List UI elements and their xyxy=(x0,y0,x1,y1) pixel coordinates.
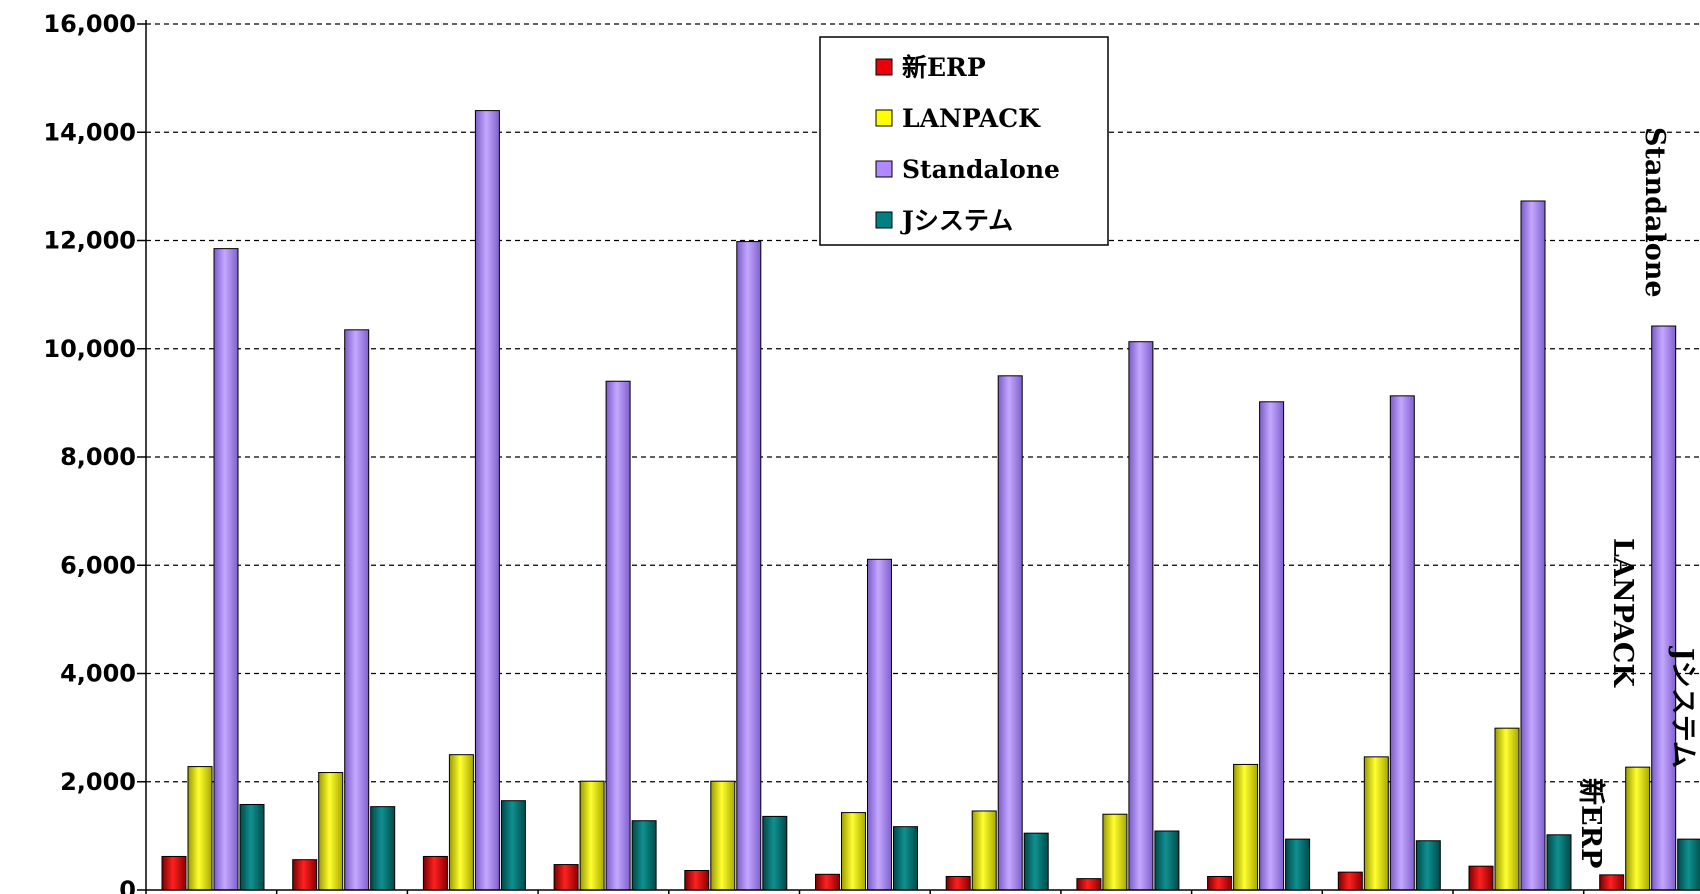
bar-series-2-category-9 xyxy=(1389,395,1415,891)
y-tick-label: 10,000 xyxy=(43,335,136,363)
y-tick-label: 6,000 xyxy=(60,551,136,579)
bar-series-2-category-0 xyxy=(213,248,239,891)
bar-series-0-category-7 xyxy=(1076,878,1102,891)
bar-series-0-category-4 xyxy=(684,870,710,891)
bar-series-2-category-5 xyxy=(867,558,892,891)
series-label-standalone: Standalone xyxy=(1639,127,1670,298)
bar-series-2-category-1 xyxy=(344,329,370,891)
y-tick-label: 8,000 xyxy=(60,443,136,471)
bar-series-1-category-2 xyxy=(448,754,474,891)
legend-entry-3: Jシステム xyxy=(900,206,1013,235)
bar-series-0-category-6 xyxy=(945,875,971,891)
bar-series-3-category-8 xyxy=(1285,838,1311,891)
bar-series-3-category-10 xyxy=(1546,834,1572,891)
bar-series-2-category-4 xyxy=(736,241,762,891)
bar-series-1-category-11 xyxy=(1625,766,1651,891)
bar-series-0-category-1 xyxy=(292,859,318,891)
bar-series-2-category-7 xyxy=(1128,341,1154,891)
bar-series-3-category-1 xyxy=(370,806,396,891)
bar-series-1-category-3 xyxy=(579,780,605,891)
y-tick-label: 12,000 xyxy=(43,227,136,255)
bar-series-1-category-9 xyxy=(1363,756,1389,891)
bar-series-3-category-6 xyxy=(1023,832,1049,891)
legend-entry-2: Standalone xyxy=(902,155,1060,184)
bar-series-0-category-0 xyxy=(161,855,187,891)
bar-series-0-category-10 xyxy=(1468,865,1494,891)
bar-series-0-category-3 xyxy=(553,864,579,891)
bar-series-0-category-11 xyxy=(1599,874,1625,891)
bar-series-0-category-9 xyxy=(1337,871,1363,891)
bar-series-3-category-0 xyxy=(239,803,265,891)
bar-series-1-category-0 xyxy=(187,766,213,891)
bars xyxy=(161,110,1700,891)
y-tick-label: 0 xyxy=(119,876,136,894)
bar-series-3-category-2 xyxy=(500,800,526,891)
legend-entry-0: 新ERP xyxy=(902,53,986,82)
legend-box xyxy=(819,36,1109,246)
bar-series-0-category-2 xyxy=(422,855,448,891)
y-axis-ticks: 0 2,000 4,000 6,000 8,000 10,000 12,000 14,000 1… xyxy=(43,10,146,894)
bar-series-3-category-3 xyxy=(631,820,657,891)
bar-series-1-category-10 xyxy=(1494,727,1520,891)
legend-swatch-3 xyxy=(875,211,893,229)
legend: 新ERP LANPACK Standalone Jシステム xyxy=(819,36,1109,246)
bar-series-2-category-6 xyxy=(997,375,1023,891)
bar-series-0-category-5 xyxy=(815,873,840,891)
bar-series-2-category-3 xyxy=(605,380,631,891)
legend-swatch-0 xyxy=(875,58,893,76)
bar-series-1-category-1 xyxy=(318,772,344,891)
bar-series-2-category-10 xyxy=(1520,200,1546,891)
bar-series-0-category-8 xyxy=(1207,875,1233,891)
bar-series-2-category-8 xyxy=(1259,401,1285,891)
bar-series-1-category-7 xyxy=(1102,813,1128,891)
bar-series-3-category-5 xyxy=(893,826,918,891)
bar-series-3-category-7 xyxy=(1154,830,1180,891)
bar-series-1-category-6 xyxy=(971,810,997,891)
bar-series-1-category-4 xyxy=(710,780,736,891)
series-label-lanpack: LANPACK xyxy=(1607,538,1638,688)
legend-swatch-2 xyxy=(875,160,893,178)
series-label-jsystem: Jシステム xyxy=(1667,646,1698,768)
y-tick-label: 2,000 xyxy=(60,768,136,796)
legend-entry-1: LANPACK xyxy=(902,104,1041,133)
series-labels: Standalone LANPACK Jシステム 新ERP xyxy=(1575,127,1698,868)
y-tick-label: 4,000 xyxy=(60,660,136,688)
bar-series-2-category-11 xyxy=(1651,325,1677,891)
series-label-new-erp: 新ERP xyxy=(1575,778,1607,868)
legend-swatch-1 xyxy=(875,109,893,127)
axes xyxy=(145,20,1700,894)
y-tick-label: 16,000 xyxy=(43,10,136,38)
bar-series-1-category-5 xyxy=(841,812,866,891)
bar-series-1-category-8 xyxy=(1233,763,1259,891)
y-tick-label: 14,000 xyxy=(43,118,136,146)
bar-series-2-category-2 xyxy=(474,110,500,891)
bar-series-3-category-4 xyxy=(762,815,788,891)
bar-series-3-category-11 xyxy=(1677,838,1700,891)
bar-series-3-category-9 xyxy=(1415,840,1441,891)
